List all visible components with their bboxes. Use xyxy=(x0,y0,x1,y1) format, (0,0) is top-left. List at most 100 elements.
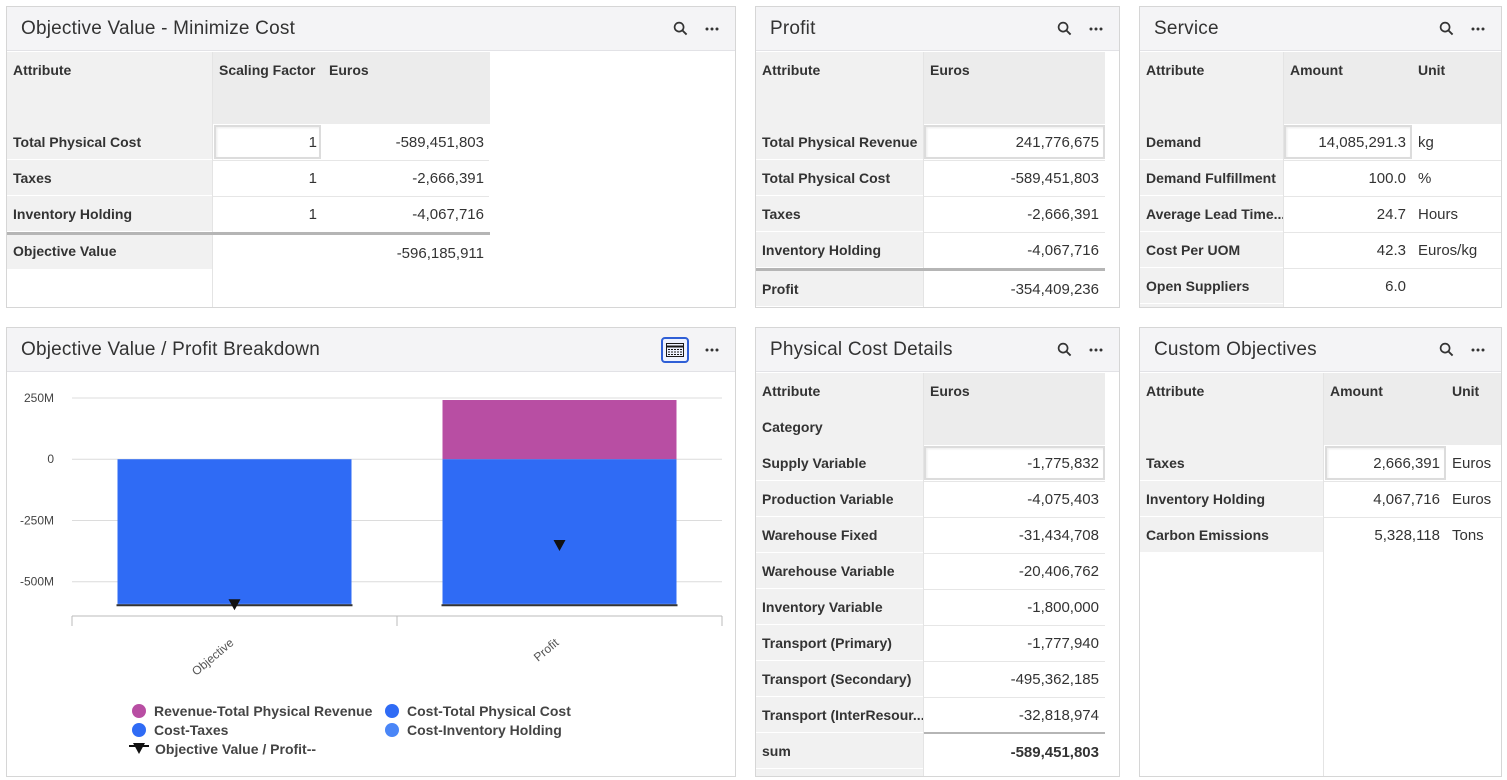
row-label: Production Variable xyxy=(756,481,923,517)
row-label: Transport (Primary) xyxy=(756,625,923,661)
objective-value-total: -596,185,911 xyxy=(396,244,484,262)
search-icon[interactable] xyxy=(1437,341,1455,359)
search-icon[interactable] xyxy=(1055,341,1073,359)
amount-value: 5,328,118 xyxy=(1374,526,1440,544)
objective-table: Attribute Total Physical Cost Taxes Inve… xyxy=(7,52,735,307)
attribute-column: Attribute Taxes Inventory Holding Carbon… xyxy=(1140,373,1323,776)
column-header-unit: Unit xyxy=(1418,62,1446,78)
sum-total: -589,451,803 xyxy=(1010,743,1099,761)
column-header-attribute: Attribute xyxy=(1146,383,1205,399)
row-label: Transport (InterResour... xyxy=(756,697,923,733)
legend-label: Revenue-Total Physical Revenue xyxy=(154,703,373,719)
column-header-unit: Unit xyxy=(1452,383,1480,399)
column-header-amount: Amount xyxy=(1330,383,1383,399)
unit-value xyxy=(1412,268,1501,304)
euros-value: -2,666,391 xyxy=(412,169,484,187)
row-label: Inventory Holding xyxy=(756,232,923,268)
euros-value[interactable]: 241,776,675 xyxy=(1015,133,1099,151)
amount-value[interactable]: 2,666,391 xyxy=(1373,454,1440,472)
search-icon[interactable] xyxy=(671,20,689,38)
unit-value: Euros xyxy=(1452,454,1492,472)
legend-item[interactable]: Cost-Total Physical Cost xyxy=(385,703,571,719)
column-header-attribute: Attribute xyxy=(762,62,821,78)
row-label: Transport (Secondary) xyxy=(756,661,923,697)
row-label: Inventory Variable xyxy=(756,589,923,625)
row-label: Inventory Holding xyxy=(1140,481,1323,517)
row-label: Supply Variable xyxy=(756,445,923,481)
more-options-icon[interactable] xyxy=(1087,341,1105,359)
search-icon[interactable] xyxy=(1437,20,1455,38)
bar-segment xyxy=(442,459,677,604)
bar-segment xyxy=(442,400,677,460)
legend-item[interactable]: Cost-Taxes xyxy=(132,722,228,738)
y-tick-label: -250M xyxy=(20,513,54,527)
legend-item[interactable]: Revenue-Total Physical Revenue xyxy=(132,703,372,719)
column-header-amount: Amount xyxy=(1290,62,1343,78)
legend-label: Cost-Inventory Holding xyxy=(407,722,562,738)
euros-value: -32,818,974 xyxy=(1018,706,1099,724)
panel-header: Objective Value / Profit Breakdown xyxy=(7,328,735,372)
euros-value[interactable]: -1,775,832 xyxy=(1027,454,1099,472)
custom-objectives-table: Attribute Taxes Inventory Holding Carbon… xyxy=(1140,373,1501,776)
column-header-scaling-factor: Scaling Factor xyxy=(219,62,316,78)
total-label: Objective Value xyxy=(7,232,212,270)
objective-marker xyxy=(553,540,566,552)
legend-swatch xyxy=(385,704,399,718)
panel-header: Service xyxy=(1140,7,1501,51)
legend-swatch xyxy=(132,723,146,737)
panel-title: Custom Objectives xyxy=(1154,338,1317,360)
row-label: Taxes xyxy=(7,160,212,196)
panel-title: Physical Cost Details xyxy=(770,338,953,360)
legend-swatch xyxy=(385,723,399,737)
scaling-factor-value[interactable]: 1 xyxy=(308,169,317,187)
euros-input[interactable] xyxy=(924,125,1105,159)
more-options-icon[interactable] xyxy=(1469,20,1487,38)
euros-value: -1,777,940 xyxy=(1027,634,1099,652)
row-label: Demand xyxy=(1140,124,1283,160)
unit-value: Euros xyxy=(1452,490,1492,508)
column-header-euros: Euros xyxy=(930,62,970,78)
euros-value: -1,800,000 xyxy=(1027,598,1099,616)
profit-table: Attribute Total Physical Revenue Total P… xyxy=(756,52,1119,307)
profit-total: -354,409,236 xyxy=(1010,280,1099,298)
euros-value: -4,067,716 xyxy=(412,205,484,223)
scaling-factor-value[interactable]: 1 xyxy=(308,133,317,151)
breakdown-bar-chart: 250M 0 -250M -500M Objective Profit xyxy=(20,391,723,678)
column-header-euros: Euros xyxy=(329,62,369,78)
panel-header: Physical Cost Details xyxy=(756,328,1119,372)
amount-input[interactable] xyxy=(1325,446,1446,480)
panel-title: Profit xyxy=(770,17,816,39)
y-tick-label: -500M xyxy=(20,575,54,589)
bar-segment xyxy=(117,459,352,604)
more-options-icon[interactable] xyxy=(1469,341,1487,359)
amount-value[interactable]: 14,085,291.3 xyxy=(1318,133,1406,151)
row-label: Carbon Emissions xyxy=(1140,517,1323,553)
total-label: sum xyxy=(756,733,923,769)
amount-value: 100.0 xyxy=(1368,169,1406,187)
panel-title: Objective Value / Profit Breakdown xyxy=(21,338,320,360)
more-options-icon[interactable] xyxy=(1087,20,1105,38)
custom-objectives-panel: Custom Objectives Attribute Taxes Invent… xyxy=(1139,327,1502,777)
more-options-icon[interactable] xyxy=(703,20,721,38)
search-icon[interactable] xyxy=(1055,20,1073,38)
amount-input[interactable] xyxy=(1284,125,1412,159)
column-header-category: Category xyxy=(762,419,823,435)
row-label: Open Suppliers xyxy=(1140,268,1283,304)
panel-header: Custom Objectives xyxy=(1140,328,1501,372)
legend-label: Objective Value / Profit-- xyxy=(155,741,317,757)
row-label: Total Physical Cost xyxy=(756,160,923,196)
unit-value: % xyxy=(1418,169,1432,187)
row-label: Cost Per UOM xyxy=(1140,232,1283,268)
scaling-factor-value[interactable]: 1 xyxy=(308,205,317,223)
scaling-factor-input[interactable] xyxy=(214,125,321,159)
row-label: Taxes xyxy=(1140,445,1323,481)
euros-input[interactable] xyxy=(924,446,1105,480)
legend-item[interactable]: Objective Value / Profit-- xyxy=(129,741,316,757)
amount-value: 42.3 xyxy=(1376,241,1406,259)
more-options-icon[interactable] xyxy=(703,341,721,359)
legend-item[interactable]: Cost-Inventory Holding xyxy=(385,722,562,738)
row-label: Total Physical Revenue xyxy=(756,124,923,160)
table-view-toggle-icon[interactable] xyxy=(661,336,689,363)
bar-segment xyxy=(442,603,677,605)
column-header-attribute: Attribute xyxy=(13,62,72,78)
